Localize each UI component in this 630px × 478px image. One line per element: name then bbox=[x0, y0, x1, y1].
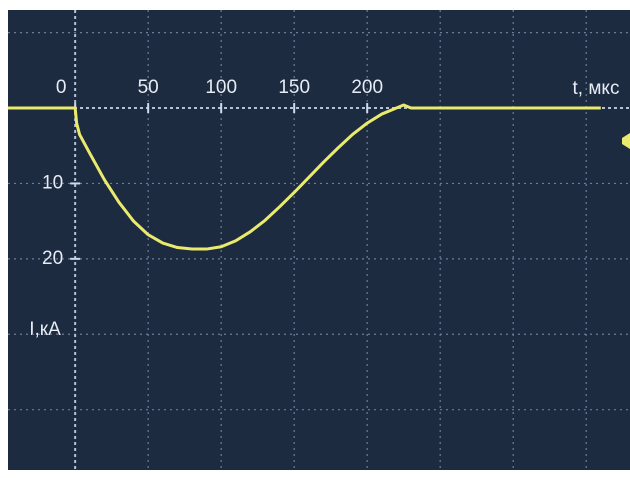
screen bbox=[8, 10, 630, 470]
chart: t, мкс I,кА 0 50 100 150 200 10 20 bbox=[0, 0, 630, 478]
page: t, мкс I,кА 0501001502001020 (() => { co… bbox=[0, 0, 630, 478]
x-tick-label: 200 bbox=[351, 77, 383, 98]
y-tick-label: 20 bbox=[42, 248, 63, 269]
x-tick-label: 50 bbox=[138, 77, 159, 98]
x-tick-label: 100 bbox=[205, 77, 237, 98]
x-axis-label: t, мкс bbox=[573, 78, 620, 99]
y-axis-label: I,кА bbox=[29, 319, 61, 340]
x-tick-label: 150 bbox=[278, 77, 310, 98]
x-tick-label: 0 bbox=[56, 77, 67, 98]
y-tick-label: 10 bbox=[42, 172, 63, 193]
